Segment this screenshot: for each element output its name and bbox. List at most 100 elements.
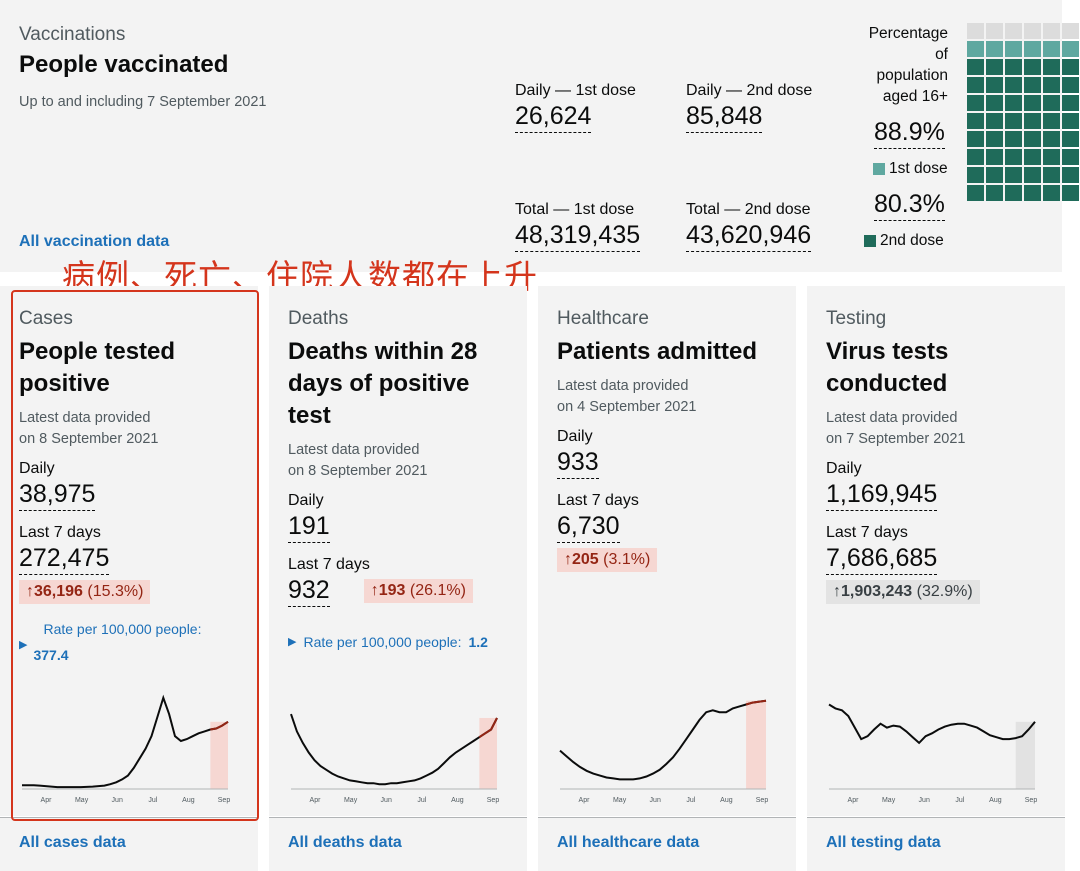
vaccination-waffle-chart [967,23,1080,201]
first-dose-percentage: 88.9% [874,117,945,149]
all-vaccination-data-link[interactable]: All vaccination data [19,233,170,250]
waffle-cell [1062,77,1079,93]
card-content: Deaths Deaths within 28 days of positive te… [288,308,520,655]
sparkline-chart: Apr May Jun Jul Aug Sep [559,699,768,804]
total-first-dose-label: Total — 1st dose [515,201,635,218]
total-second-dose-value[interactable]: 43,620,946 [686,220,812,252]
card-caption: Healthcare [557,308,649,329]
waffle-cell [1043,149,1060,165]
waffle-cell [1043,41,1060,57]
waffle-cell [1043,77,1060,93]
card-healthcare: Healthcare Patients admitted Latest data p… [538,286,796,816]
daily-label: Daily [288,492,324,509]
provided-line1: Latest data provided [826,410,958,426]
waffle-cell [986,131,1003,147]
rate-value: 377.4 [33,647,69,663]
second-dose-percentage-value[interactable]: 80.3% [874,189,945,221]
waffle-cell [1062,167,1079,183]
change-pct: (3.1%) [603,551,651,568]
x-tick-label: Apr [848,797,860,804]
rate-toggle[interactable]: ▶ Rate per 100,000 people: 377.4 [19,621,251,668]
second-dose-legend: 2nd dose [864,232,944,250]
week-row: 932 ↑193 (26.1%) [288,575,520,607]
waffle-cell [1005,149,1022,165]
first-dose-legend-label: 1st dose [889,160,948,177]
card-title: Deaths within 28 days of positive test [288,336,520,432]
waffle-cell [1005,77,1022,93]
daily-label: Daily [557,428,593,445]
waffle-cell [1024,113,1041,129]
waffle-cell [1062,131,1079,147]
waffle-cell [1043,185,1060,201]
provided-line1: Latest data provided [557,378,689,394]
card-title-line: test [288,402,331,429]
waffle-cell [1043,95,1060,111]
waffle-cell [1024,23,1041,39]
waffle-cell [1062,59,1079,75]
card-footer-link[interactable]: All healthcare data [557,834,700,851]
card-title-line: Deaths within 28 [288,338,478,365]
series-line [290,713,498,786]
week-value[interactable]: 7,686,685 [826,543,938,575]
waffle-cell [1024,95,1041,111]
series-line [828,703,1036,745]
recent-series-line [745,699,767,706]
week-value[interactable]: 932 [288,575,330,607]
week-label: Last 7 days [557,492,639,509]
total-first-dose-value[interactable]: 48,319,435 [515,220,641,252]
card-footer-link[interactable]: All testing data [826,834,941,851]
week-label: Last 7 days [826,524,908,541]
vaccinations-panel: Vaccinations People vaccinated Up to and… [0,0,1062,272]
sparkline-chart: Apr May Jun Jul Aug Sep [22,694,231,804]
first-dose-percentage-value[interactable]: 88.9% [874,117,945,149]
card-content: Testing Virus tests conducted Latest data p… [826,308,1058,604]
waffle-cell [1043,131,1060,147]
daily-first-dose-value[interactable]: 26,624 [515,101,592,133]
vaccinations-subtitle: Up to and including 7 September 2021 [19,94,267,110]
provided-line2: on 8 September 2021 [288,463,428,479]
daily-value[interactable]: 1,169,945 [826,479,938,511]
daily-value[interactable]: 38,975 [19,479,96,511]
waffle-cell [1005,185,1022,201]
waffle-cell [1062,113,1079,129]
waffle-cell [1005,23,1022,39]
card-footer-link[interactable]: All cases data [19,834,126,851]
waffle-cell [1062,41,1079,57]
x-tick-label: Jun [919,797,930,804]
change-badge: ↑1,903,243 (32.9%) [826,580,980,604]
x-tick-label: Jul [686,797,695,804]
recent-period-highlight [210,721,228,789]
waffle-cell [986,59,1003,75]
percentage-label: Percentage of population aged 16+ [869,23,948,107]
card-footer-link[interactable]: All deaths data [288,834,402,851]
total-first-dose: Total — 1st dose 48,319,435 [515,200,641,252]
card-footer: All testing data [807,817,1065,871]
rate-label: Rate per 100,000 people: [43,621,202,637]
card-title-line: days of positive [288,370,470,397]
card-content: Healthcare Patients admitted Latest data p… [557,308,789,572]
x-tick-label: Sep [218,797,231,804]
x-tick-label: May [344,797,358,804]
recent-series-line [210,720,229,731]
first-dose-swatch [873,163,885,175]
change-value: 36,196 [34,583,83,600]
daily-value[interactable]: 933 [557,447,599,479]
waffle-cell [1024,77,1041,93]
daily-second-dose-value[interactable]: 85,848 [686,101,763,133]
rate-toggle[interactable]: ▶ Rate per 100,000 people: 1.2 [288,629,520,655]
waffle-cell [1062,23,1079,39]
waffle-cell [1024,185,1041,201]
waffle-cell [1005,131,1022,147]
waffle-cell [1005,167,1022,183]
card-title: Patients admitted [557,336,789,368]
week-value[interactable]: 6,730 [557,511,620,543]
change-pct: (15.3%) [87,583,144,600]
card-provided: Latest data provided on 8 September 2021 [288,440,520,482]
recent-period-highlight [1015,721,1035,789]
card-content: Cases People tested positive Latest data pr… [19,308,251,668]
week-value[interactable]: 272,475 [19,543,110,575]
daily-value[interactable]: 191 [288,511,330,543]
total-second-dose: Total — 2nd dose 43,620,946 [686,200,812,252]
second-dose-legend-label: 2nd dose [880,232,944,249]
change-value: 193 [378,582,406,599]
